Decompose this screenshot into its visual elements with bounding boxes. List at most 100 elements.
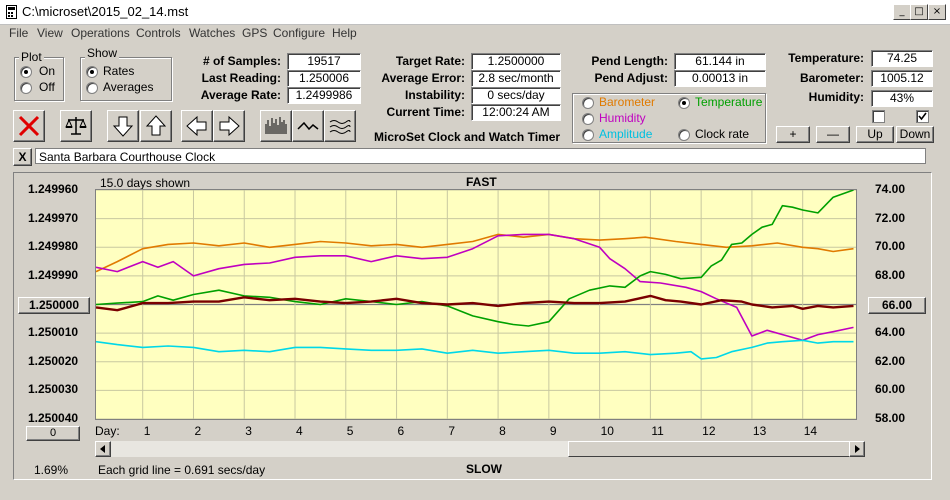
target-rate-field[interactable]: 1.2500000 [471,53,561,70]
day-tick-label: 7 [448,424,455,438]
plot-area[interactable] [95,189,857,420]
humidity-option-label: Humidity [599,111,646,125]
current-time-label: Current Time: [386,105,465,119]
menu-watches[interactable]: Watches [189,26,236,40]
plot-off-radio[interactable] [20,82,32,94]
balance-button[interactable] [60,110,92,142]
scale-minus-button[interactable]: — [816,126,850,143]
show-averages-label: Averages [103,80,154,94]
days-shown-label: 15.0 days shown [100,176,191,190]
balance-scale-icon [65,117,87,135]
app-icon [6,5,17,19]
average-rate-field: 1.2499986 [287,87,361,104]
rate-chart [96,190,856,419]
instability-label: Instability: [404,88,465,102]
menu-configure[interactable]: Configure [273,26,326,40]
move-up-button[interactable] [140,110,172,142]
barometer-label: Barometer: [799,71,864,85]
scroll-right-arrow[interactable] [849,441,865,457]
line-graph-icon [297,121,319,131]
triangle-right-icon [855,445,860,453]
center-aux-button[interactable]: 66.00 [868,297,926,314]
series-line-2 [96,190,854,327]
time-scrollbar[interactable] [95,441,865,457]
fast-label: FAST [466,175,497,189]
line-view-button[interactable] [292,110,324,142]
maximize-button[interactable]: □ [910,4,928,20]
humidity-radio[interactable] [582,113,594,125]
menu-view[interactable]: View [37,26,63,40]
menu-operations[interactable]: Operations [71,26,130,40]
day-tick-label: 4 [296,424,303,438]
temperature-field: 74.25 [871,50,933,67]
show-group-label: Show [85,46,120,60]
scroll-right-button[interactable] [213,110,245,142]
menu-help[interactable]: Help [332,26,357,40]
arrow-up-icon [145,115,167,136]
left-tick-label: 1.249990 [28,267,79,282]
temperature-label: Temperature: [788,51,864,65]
amplitude-radio[interactable] [582,129,594,141]
day-tick-label: 11 [651,424,664,438]
stop-button[interactable] [13,110,45,142]
scroll-left-button[interactable] [181,110,213,142]
menu-controls[interactable]: Controls [136,26,181,40]
target-rate-label: Target Rate: [395,54,465,68]
scale-plus-button[interactable]: + [776,126,810,143]
triangle-left-icon [100,445,105,453]
right-tick-label: 64.00 [875,325,906,340]
bar-view-button[interactable] [260,110,292,142]
clear-clock-button[interactable]: X [13,148,32,166]
scroll-left-arrow[interactable] [95,441,111,457]
pend-adjust-label: Pend Adjust: [594,71,668,85]
zero-button[interactable]: 0 [26,426,80,441]
close-window-button[interactable]: × [928,4,946,20]
arrow-right-icon [219,115,240,137]
day-tick-label: 3 [245,424,252,438]
aux-checkbox-1[interactable] [872,110,885,123]
grid-note-label: Each grid line = 0.691 secs/day [98,463,266,477]
plot-on-label: On [39,64,56,78]
series-line-1 [96,233,854,342]
day-tick-label: 13 [752,424,767,438]
check-icon [918,112,927,121]
scale-down-button[interactable]: Down [896,126,934,143]
barometer-radio[interactable] [582,97,594,109]
day-tick-label: 2 [194,424,202,438]
humidity-label: Humidity: [808,90,864,104]
menu-gps[interactable]: GPS [242,26,268,40]
pend-adjust-field[interactable]: 0.00013 in [674,70,766,87]
scroll-thumb[interactable] [568,441,850,457]
plot-on-radio[interactable] [20,66,32,78]
chart-panel [13,172,932,480]
day-tick-label: 1 [143,424,151,438]
left-tick-label: 1.250020 [28,353,79,368]
percent-label: 1.69% [34,463,69,477]
average-error-field: 2.8 sec/month [471,70,561,87]
wave-view-button[interactable] [324,110,356,142]
clock-rate-radio[interactable] [678,129,690,141]
left-tick-label: 1.249970 [28,210,79,225]
right-tick-label: 62.00 [875,353,906,368]
temperature-radio[interactable] [678,97,690,109]
day-tick-label: 8 [499,424,506,438]
center-rate-button[interactable]: 1.250000 [18,297,90,314]
minimize-button[interactable]: _ [893,4,911,20]
title-bar: C:\microset\2015_02_14.mst _ □ × [0,0,950,25]
left-tick-label: 1.250010 [28,325,79,340]
left-tick-label: 1.249960 [28,182,79,196]
day-tick-label: 10 [600,424,614,438]
move-down-button[interactable] [107,110,139,142]
aux-checkbox-2[interactable] [916,110,929,123]
plot-group-label: Plot [19,50,44,64]
series-line-3 [96,339,854,360]
show-averages-radio[interactable] [86,82,98,94]
clock-name-field[interactable]: Santa Barbara Courthouse Clock [35,148,926,164]
scale-up-button[interactable]: Up [856,126,894,143]
show-rates-radio[interactable] [86,66,98,78]
last-reading-label: Last Reading: [201,71,281,85]
menu-file[interactable]: File [9,26,29,40]
humidity-field: 43% [871,90,933,107]
plot-off-label: Off [39,80,55,94]
pend-length-field[interactable]: 61.144 in [674,53,766,70]
